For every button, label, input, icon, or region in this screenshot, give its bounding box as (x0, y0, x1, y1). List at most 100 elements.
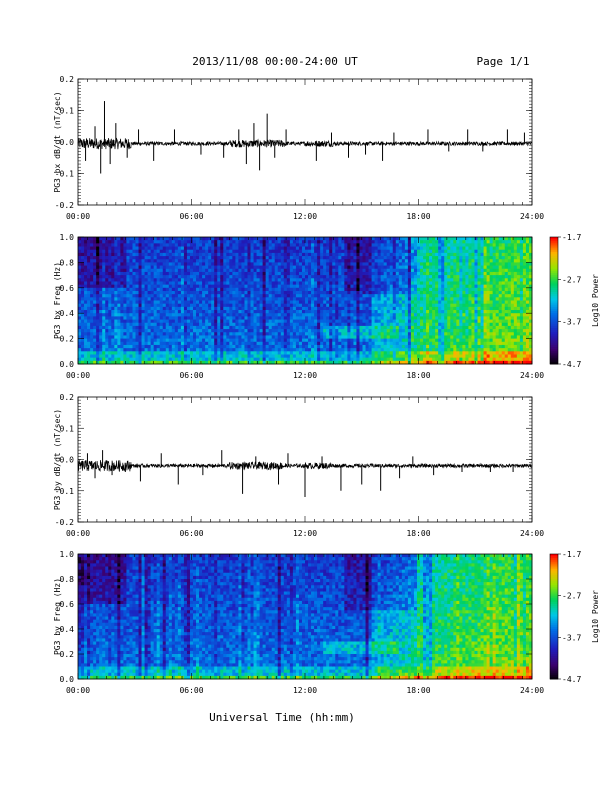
spectrogram-cell (123, 338, 127, 343)
spectrogram-cell (126, 281, 130, 286)
spectrogram-cell (377, 300, 382, 305)
spectrogram-cell (271, 329, 276, 333)
spectrogram-cell (111, 287, 115, 292)
spectrogram-cell (341, 249, 345, 254)
spectrogram-cell (298, 290, 303, 295)
spectrogram-cell (429, 262, 433, 266)
spectrogram-cell (214, 344, 218, 349)
spectrogram-cell (253, 351, 257, 355)
spectrogram-cell (308, 300, 312, 305)
spectrogram-cell (177, 332, 182, 336)
spectrogram-cell (132, 271, 136, 276)
spectrogram-cell (174, 300, 179, 305)
spectrogram-cell (214, 240, 218, 244)
spectrogram-cell (323, 338, 327, 343)
spectrogram-cell (383, 287, 388, 292)
spectrogram-cell (81, 249, 85, 254)
spectrogram-cell (389, 306, 394, 311)
spectrogram-cell (314, 265, 318, 270)
spectrogram-cell (329, 300, 333, 305)
spectrogram-cell (389, 237, 394, 241)
spectrogram-cell (99, 338, 103, 343)
spectrogram-cell (329, 290, 333, 295)
spectrogram-cell (223, 344, 227, 349)
spectrogram-cell (253, 294, 257, 298)
spectrogram-cell (129, 351, 133, 355)
spectrogram-cell (359, 351, 363, 355)
spectrogram-cell (435, 249, 439, 254)
spectrogram-cell (392, 360, 397, 365)
spectrogram-cell (338, 357, 342, 362)
spectrogram-cell (435, 237, 439, 241)
spectrogram-cell (96, 284, 100, 289)
spectrogram-cell (141, 306, 145, 311)
spectrogram-cell (229, 240, 233, 244)
spectrogram-cell (220, 313, 224, 317)
spectrogram-cell (292, 243, 297, 247)
spectrogram-cell (159, 240, 164, 244)
spectrogram-cell (426, 268, 430, 273)
spectrogram-cell (183, 344, 188, 349)
spectrogram-cell (432, 344, 436, 349)
spectrogram-cell (335, 294, 339, 298)
spectrogram-cell (365, 237, 369, 241)
spectrogram-cell (78, 313, 82, 317)
spectrogram-cell (292, 240, 297, 244)
spectrogram-cell (144, 325, 149, 330)
spectrogram-cell (87, 256, 91, 260)
spectrogram-cell (268, 287, 273, 292)
spectrogram-cell (193, 344, 197, 349)
spectrogram-cell (84, 329, 88, 333)
spectrogram-cell (168, 271, 173, 276)
spectrogram-cell (326, 256, 330, 260)
spectrogram-cell (359, 278, 363, 282)
spectrogram-cell (298, 341, 303, 346)
spectrogram-cell (271, 360, 276, 365)
spectrogram-cell (347, 354, 351, 359)
spectrogram-cell (298, 268, 303, 273)
spectrogram-cell (280, 329, 285, 333)
spectrogram-cell (189, 306, 194, 311)
spectrogram-cell (395, 237, 400, 241)
spectrogram-cell (368, 287, 372, 292)
spectrogram-cell (241, 243, 245, 247)
spectrogram-cell (341, 310, 345, 314)
spectrogram-cell (435, 252, 439, 257)
spectrogram-cell (374, 316, 379, 320)
spectrogram-cell (223, 246, 227, 251)
spectrogram-cell (205, 348, 209, 352)
spectrogram-cell (147, 348, 152, 352)
spectrogram-cell (368, 310, 372, 314)
spectrogram-cell (426, 240, 430, 244)
spectrogram-cell (159, 294, 164, 298)
spectrogram-cell (392, 344, 397, 349)
spectrogram-cell (250, 306, 254, 311)
spectrogram-cell (350, 332, 354, 336)
spectrogram-cell (326, 360, 330, 365)
spectrogram-cell (87, 300, 91, 305)
spectrogram-cell (283, 344, 288, 349)
spectrogram-cell (84, 335, 88, 339)
spectrogram-cell (365, 360, 369, 365)
spectrogram-cell (135, 265, 139, 270)
spectrogram-cell (295, 246, 300, 251)
spectrogram-cell (96, 265, 100, 270)
spectrogram-cell (271, 284, 276, 289)
spectrogram-cell (90, 278, 94, 282)
spectrogram-cell (199, 357, 203, 362)
spectrogram-cell (153, 351, 158, 355)
spectrogram-cell (150, 262, 155, 266)
spectrogram-cell (344, 332, 348, 336)
spectrogram-cell (93, 357, 97, 362)
spectrogram-cell (274, 287, 279, 292)
spectrogram-cell (153, 256, 158, 260)
spectrogram-cell (168, 357, 173, 362)
spectrogram-cell (244, 306, 248, 311)
spectrogram-cell (368, 348, 372, 352)
spectrogram-cell (420, 259, 424, 263)
spectrogram-cell (365, 310, 369, 314)
spectrogram-cell (305, 319, 309, 324)
spectrogram-cell (413, 275, 418, 279)
spectrogram-cell (171, 275, 176, 279)
spectrogram-cell (171, 287, 176, 292)
